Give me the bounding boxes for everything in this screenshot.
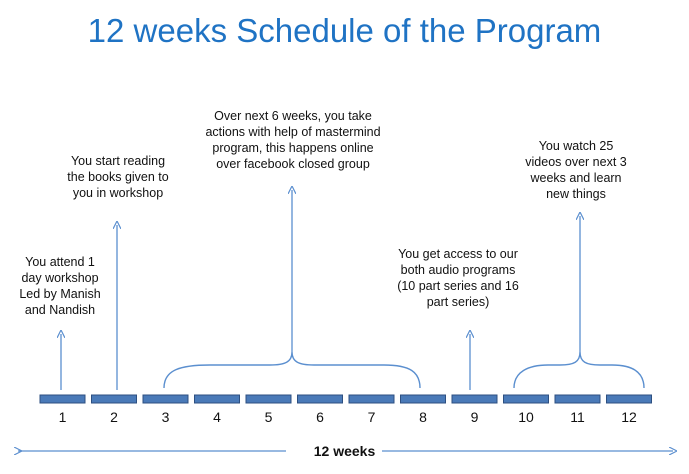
week-label: 2 bbox=[110, 409, 118, 425]
week-label: 4 bbox=[213, 409, 221, 425]
note-line: weeks and learn bbox=[530, 171, 622, 185]
note-line: videos over next 3 bbox=[525, 155, 627, 169]
week-segment bbox=[554, 394, 601, 404]
note-line: day workshop bbox=[21, 271, 99, 285]
week-label: 8 bbox=[419, 409, 427, 425]
note-week-2: You start reading the books given to you… bbox=[54, 153, 182, 201]
note-line: Led by Manish bbox=[19, 287, 101, 301]
week-segment bbox=[451, 394, 498, 404]
week-label: 1 bbox=[59, 409, 67, 425]
note-week-9: You get access to our both audio program… bbox=[383, 246, 533, 310]
note-line: over facebook closed group bbox=[216, 157, 370, 171]
week-segment bbox=[91, 394, 137, 404]
note-line: Over next 6 weeks, you take bbox=[214, 109, 372, 123]
note-line: part series) bbox=[426, 295, 490, 309]
note-line: the books given to bbox=[67, 170, 169, 184]
week-label: 6 bbox=[316, 409, 324, 425]
week-label: 12 bbox=[621, 409, 637, 425]
week-segment bbox=[606, 394, 652, 404]
week-label: 10 bbox=[518, 409, 534, 425]
week-label: 11 bbox=[570, 409, 585, 425]
week-segment bbox=[39, 394, 86, 404]
week-segment bbox=[400, 394, 446, 404]
brace-weeks-3-8 bbox=[163, 351, 421, 389]
week-label: 5 bbox=[265, 409, 273, 425]
week-segment bbox=[245, 394, 292, 404]
note-line: new things bbox=[546, 187, 606, 201]
note-line: actions with help of mastermind bbox=[205, 125, 381, 139]
note-line: program, this happens online bbox=[212, 141, 374, 155]
week-label: 3 bbox=[162, 409, 170, 425]
week-label: 7 bbox=[368, 409, 376, 425]
note-line: You attend 1 bbox=[25, 255, 95, 269]
week-segment bbox=[194, 394, 240, 404]
week-label: 9 bbox=[471, 409, 479, 425]
note-line: you in workshop bbox=[72, 186, 164, 200]
note-weeks-10-12: You watch 25 videos over next 3 weeks an… bbox=[515, 138, 637, 202]
brace-weeks-10-12 bbox=[513, 351, 645, 389]
week-segment bbox=[142, 394, 189, 404]
note-line: both audio programs bbox=[400, 263, 516, 277]
note-line: You watch 25 bbox=[538, 139, 614, 153]
note-weeks-3-8: Over next 6 weeks, you take actions with… bbox=[185, 108, 401, 172]
note-line: and Nandish bbox=[24, 303, 96, 317]
note-line: (10 part series and 16 bbox=[397, 279, 519, 293]
week-segment bbox=[503, 394, 549, 404]
week-labels: 1 2 3 4 5 6 7 8 9 10 11 12 bbox=[59, 409, 637, 425]
week-segment bbox=[348, 394, 395, 404]
note-week-1: You attend 1 day workshop Led by Manish … bbox=[8, 254, 112, 318]
week-segment bbox=[297, 394, 343, 404]
span-label: 12 weeks bbox=[313, 443, 376, 459]
note-line: You get access to our bbox=[398, 247, 518, 261]
note-line: You start reading bbox=[70, 154, 166, 168]
week-segments bbox=[39, 394, 652, 404]
page-title: 12 weeks Schedule of the Program bbox=[87, 12, 602, 49]
